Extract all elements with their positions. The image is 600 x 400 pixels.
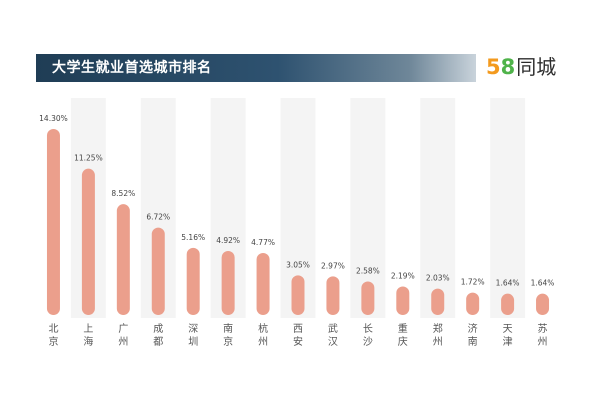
bar bbox=[361, 281, 375, 315]
data-label: 3.05% bbox=[286, 260, 310, 269]
category-label: 长 bbox=[363, 323, 373, 335]
category-label: 成 bbox=[153, 323, 163, 335]
data-label: 1.64% bbox=[496, 279, 520, 288]
data-label: 14.30% bbox=[39, 114, 68, 123]
category-label-part: 京 bbox=[48, 335, 58, 348]
category-label-part: 津 bbox=[503, 336, 513, 348]
category-label-part: 南 bbox=[468, 335, 478, 348]
logo-text: 同城 bbox=[516, 55, 557, 79]
category-label: 郑 bbox=[433, 322, 443, 335]
category-label: 北 bbox=[48, 323, 58, 335]
logo-digit-8: 8 bbox=[500, 55, 516, 79]
data-label: 4.77% bbox=[251, 238, 275, 247]
bar bbox=[81, 168, 95, 315]
58-tongcheng-logo: 5 8 同城 bbox=[486, 52, 556, 82]
data-label: 5.16% bbox=[181, 233, 205, 242]
column-background bbox=[420, 98, 456, 318]
bar bbox=[431, 288, 445, 315]
chart-title: 大学生就业首选城市排名 bbox=[52, 60, 212, 76]
data-label: 2.19% bbox=[391, 272, 415, 281]
category-label-part: 圳 bbox=[188, 336, 198, 348]
logo-digit-5: 5 bbox=[486, 55, 501, 79]
category-label: 深 bbox=[188, 323, 198, 335]
data-label: 1.72% bbox=[461, 278, 485, 287]
bar bbox=[396, 286, 410, 315]
bar bbox=[151, 227, 165, 315]
category-label: 广 bbox=[118, 323, 128, 335]
category-label: 西 bbox=[293, 324, 303, 335]
column-background bbox=[350, 98, 386, 318]
category-label: 天 bbox=[503, 324, 513, 335]
bar bbox=[116, 204, 130, 315]
data-label: 2.58% bbox=[356, 266, 380, 275]
bar bbox=[46, 129, 60, 315]
category-label-part: 州 bbox=[118, 336, 128, 348]
bar bbox=[256, 252, 270, 315]
data-label: 11.25% bbox=[74, 154, 103, 163]
category-label: 苏 bbox=[538, 322, 548, 335]
data-label: 6.72% bbox=[146, 213, 170, 222]
header-bar bbox=[36, 54, 476, 82]
category-label: 重 bbox=[398, 322, 408, 335]
category-label-part: 京 bbox=[223, 335, 233, 348]
category-label-part: 汉 bbox=[328, 336, 338, 348]
category-label-part: 州 bbox=[538, 336, 548, 348]
column-background bbox=[490, 98, 526, 318]
category-label-part: 庆 bbox=[398, 335, 408, 348]
bar bbox=[466, 292, 480, 315]
bar bbox=[501, 293, 515, 315]
category-label-part: 州 bbox=[258, 336, 268, 348]
data-label: 4.92% bbox=[216, 236, 240, 245]
bar bbox=[186, 247, 200, 315]
data-label: 2.03% bbox=[426, 274, 450, 283]
category-label-part: 安 bbox=[293, 335, 303, 348]
category-label: 杭 bbox=[258, 322, 268, 335]
category-label-part: 沙 bbox=[363, 336, 373, 348]
data-label: 1.64% bbox=[531, 279, 555, 288]
bar bbox=[326, 276, 340, 315]
data-label: 2.97% bbox=[321, 261, 345, 270]
category-label-part: 海 bbox=[83, 335, 93, 348]
bar bbox=[536, 293, 550, 315]
bar bbox=[291, 275, 305, 315]
category-label: 济 bbox=[468, 322, 478, 335]
data-label: 8.52% bbox=[111, 189, 135, 198]
category-label: 武 bbox=[328, 322, 338, 335]
category-label: 上 bbox=[83, 323, 93, 335]
category-label-part: 都 bbox=[153, 336, 163, 348]
category-label: 南 bbox=[223, 322, 233, 335]
category-label-part: 州 bbox=[433, 336, 443, 348]
bar bbox=[221, 251, 235, 315]
